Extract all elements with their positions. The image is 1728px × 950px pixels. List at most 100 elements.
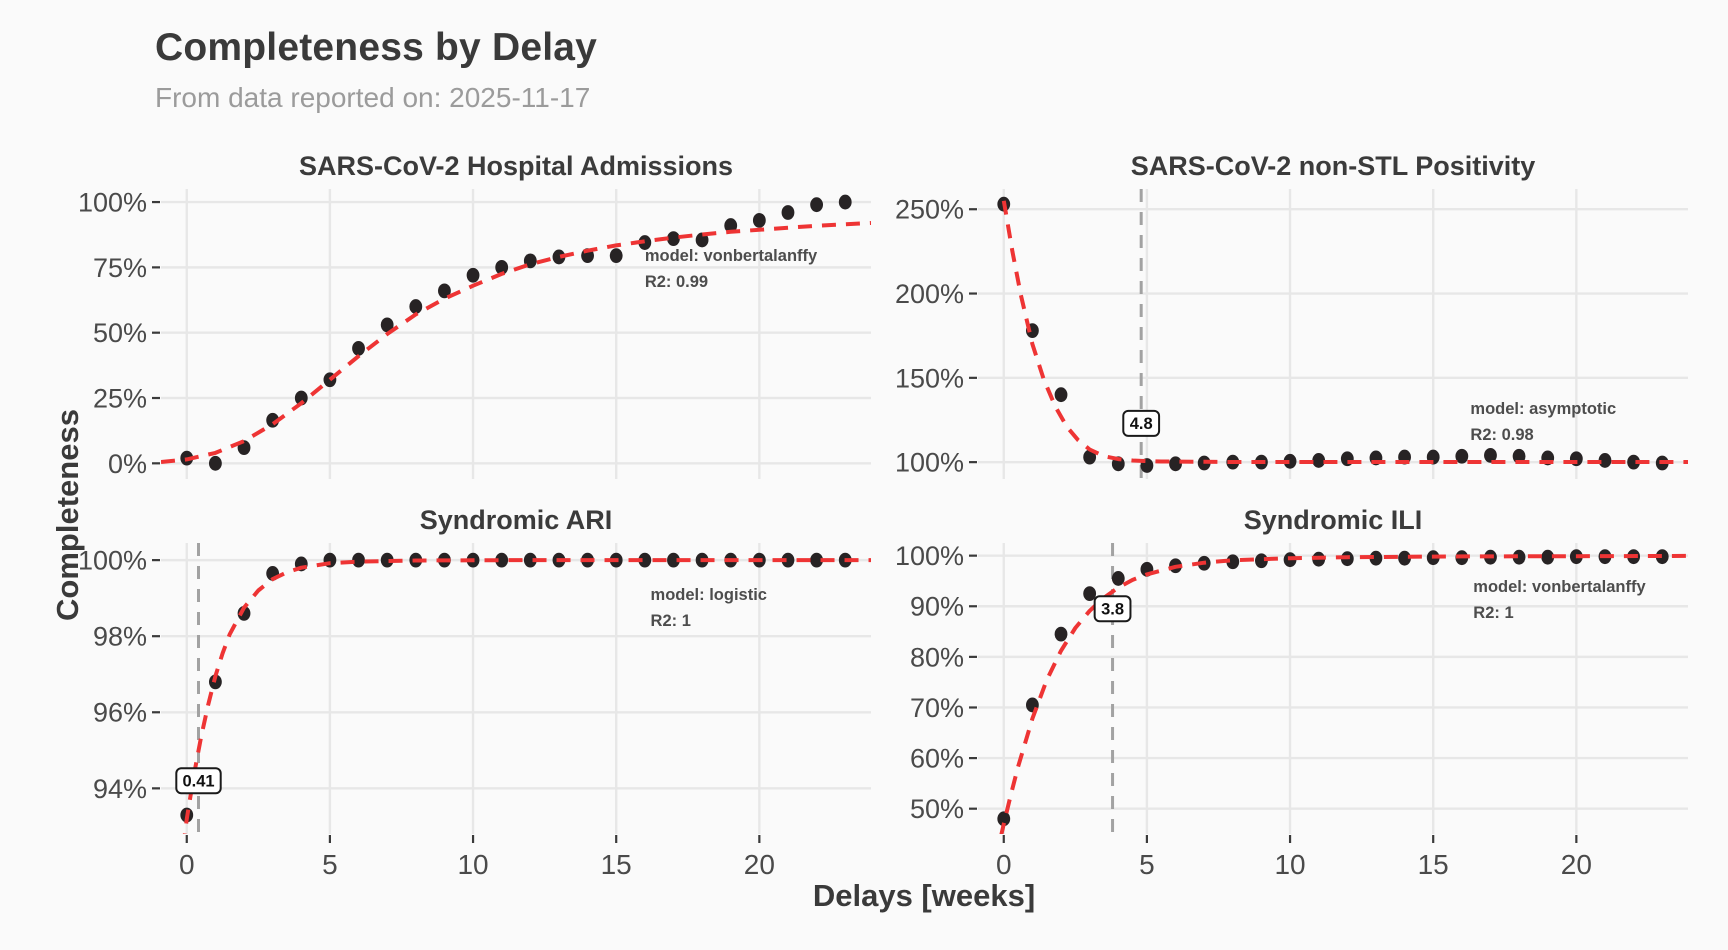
- data-point: [438, 283, 451, 299]
- x-tick-label: 5: [1139, 849, 1155, 880]
- y-tick-label: 200%: [895, 279, 964, 309]
- data-point: [810, 197, 824, 213]
- x-tick-label: 0: [996, 849, 1012, 880]
- y-tick-label: 50%: [93, 318, 147, 348]
- vline-label-box: [175, 767, 222, 795]
- annotation-model: model: logistic: [651, 586, 767, 604]
- annotation-model: model: vonbertalanffy: [1473, 578, 1646, 596]
- y-tick-label: 94%: [93, 774, 147, 804]
- y-tick-label: 96%: [93, 698, 147, 728]
- data-point: [609, 248, 623, 264]
- y-tick-label: 70%: [910, 693, 964, 723]
- panel-1: 0% 25% 50% 75% 100% SARS-CoV-2 Hospital Admis…: [78, 151, 871, 479]
- y-tick-label: 100%: [78, 188, 147, 218]
- figure-subtitle: From data reported on: 2025-11-17: [155, 82, 591, 113]
- data-point: [495, 259, 509, 275]
- data-point: [838, 194, 852, 210]
- y-tick-label: 90%: [910, 592, 964, 622]
- y-tick-label: 150%: [895, 363, 964, 393]
- data-point: [523, 253, 537, 269]
- data-point: [1169, 456, 1182, 472]
- data-point: [352, 552, 365, 568]
- y-tick-label: 250%: [895, 195, 964, 225]
- data-point: [1598, 453, 1612, 468]
- annotation-model: model: asymptotic: [1470, 400, 1616, 418]
- data-point: [1541, 549, 1555, 565]
- panel-title: SARS-CoV-2 Hospital Admissions: [299, 151, 733, 181]
- panel-2: 100% 150% 200% 250% SARS-CoV-2 non-STL Posit…: [895, 151, 1688, 479]
- data-point: [294, 390, 308, 406]
- x-tick-label: 0: [179, 849, 195, 880]
- y-tick-label: 60%: [910, 744, 964, 774]
- data-point: [552, 249, 566, 265]
- panel-title: Syndromic ILI: [1244, 505, 1423, 535]
- data-point: [380, 317, 394, 333]
- panel-4: 50% 60% 70% 80% 90% 100% 0 5 10 15 20 Syndromic ILI…: [895, 505, 1688, 880]
- x-tick-label: 15: [601, 849, 632, 880]
- x-tick-label: 10: [457, 849, 488, 880]
- data-point: [1226, 554, 1240, 570]
- data-point: [466, 267, 480, 283]
- annotation-r2: R2: 1: [651, 612, 691, 630]
- vline-label: 3.8: [1101, 601, 1124, 619]
- data-point: [1083, 449, 1097, 465]
- data-point: [997, 811, 1011, 827]
- x-tick-label: 10: [1274, 849, 1305, 880]
- data-point: [495, 552, 509, 568]
- y-tick-label: 100%: [895, 448, 964, 478]
- vline-label: 4.8: [1130, 415, 1153, 433]
- data-point: [380, 552, 394, 568]
- y-tick-label: 98%: [93, 622, 147, 652]
- panel-title: SARS-CoV-2 non-STL Positivity: [1131, 151, 1536, 181]
- data-point: [1255, 553, 1268, 569]
- data-point: [1655, 549, 1669, 565]
- y-tick-label: 100%: [78, 546, 147, 576]
- data-point: [752, 212, 766, 228]
- annotation-r2: R2: 0.98: [1470, 426, 1533, 444]
- data-point: [695, 232, 709, 248]
- data-point: [667, 552, 680, 568]
- x-tick-label: 20: [1561, 849, 1592, 880]
- annotation-r2: R2: 0.99: [645, 273, 708, 291]
- data-point: [1054, 387, 1068, 403]
- data-point: [1111, 571, 1125, 586]
- fit-line: [182, 558, 871, 834]
- x-axis-title: Delays [weeks]: [812, 878, 1036, 913]
- annotation-r2: R2: 1: [1473, 604, 1513, 622]
- data-point: [1512, 549, 1526, 565]
- vline-label: 0.41: [182, 773, 214, 791]
- vline-label-box: [1093, 595, 1132, 623]
- data-point: [781, 552, 795, 568]
- data-point: [1627, 454, 1641, 470]
- annotation-model: model: vonbertalanffy: [645, 247, 818, 265]
- y-tick-label: 50%: [910, 794, 964, 824]
- y-tick-label: 100%: [895, 541, 964, 571]
- data-point: [1455, 448, 1469, 464]
- y-tick-label: 0%: [108, 449, 147, 479]
- data-point: [1083, 586, 1097, 602]
- data-point: [1484, 447, 1497, 463]
- data-point: [208, 455, 222, 471]
- figure-title: Completeness by Delay: [155, 26, 598, 69]
- data-point: [352, 340, 365, 356]
- fit-line: [1001, 200, 1688, 464]
- data-point: [781, 205, 795, 220]
- x-tick-label: 5: [322, 849, 338, 880]
- data-point: [1512, 448, 1526, 464]
- data-point: [409, 299, 423, 314]
- data-point: [1054, 626, 1068, 642]
- data-point: [667, 231, 680, 247]
- data-point: [810, 552, 824, 568]
- data-point: [724, 218, 738, 233]
- y-tick-label: 25%: [93, 383, 147, 413]
- panel-title: Syndromic ARI: [420, 505, 613, 535]
- data-point: [1312, 453, 1326, 468]
- panel-3: 94% 96% 98% 100% 0 5 10 15 20 Syndromic ARI 0.41 mo…: [78, 505, 871, 880]
- x-tick-label: 15: [1418, 849, 1449, 880]
- fit-line: [161, 221, 871, 464]
- data-point: [1398, 550, 1411, 566]
- data-point: [523, 552, 537, 568]
- data-point: [1283, 453, 1297, 469]
